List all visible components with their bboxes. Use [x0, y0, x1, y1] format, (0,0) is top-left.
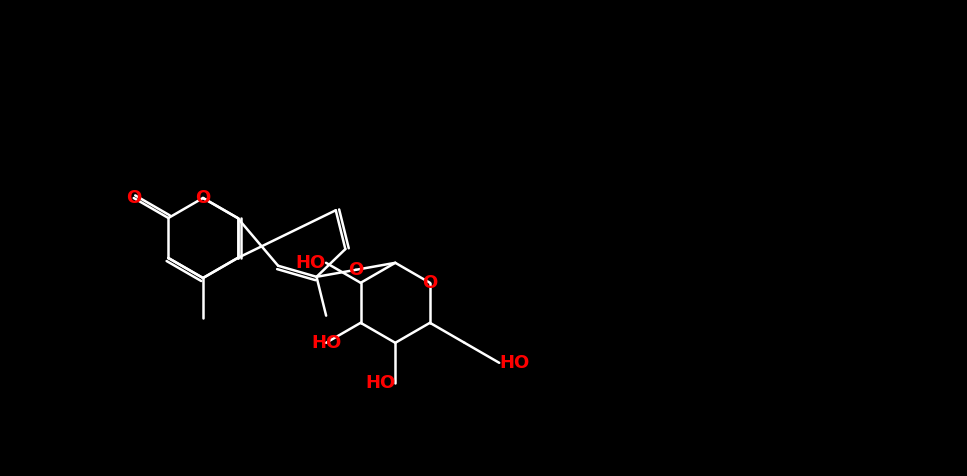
- Text: O: O: [348, 261, 364, 279]
- Text: HO: HO: [499, 354, 530, 372]
- Text: O: O: [195, 189, 211, 207]
- Text: O: O: [423, 274, 437, 292]
- Text: O: O: [126, 189, 141, 207]
- Text: HO: HO: [365, 374, 396, 392]
- Text: HO: HO: [310, 334, 341, 352]
- Text: HO: HO: [296, 254, 326, 272]
